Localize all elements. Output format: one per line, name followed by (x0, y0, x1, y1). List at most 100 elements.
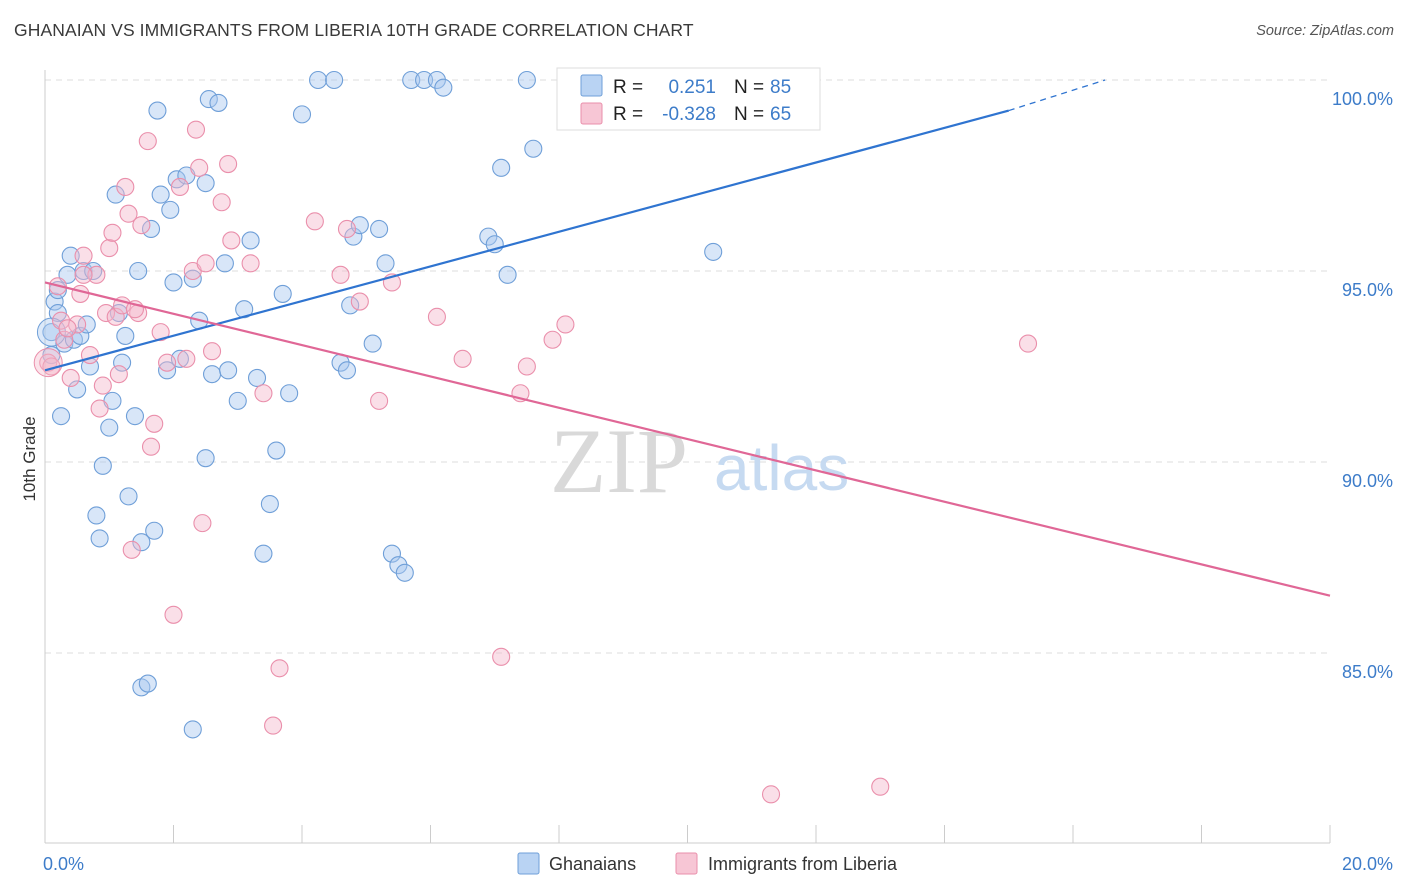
data-point-liberia (87, 265, 106, 284)
data-point-liberia (203, 342, 222, 361)
data-point-ghanaians (145, 521, 164, 540)
data-point-liberia (331, 265, 350, 284)
gridlines (45, 79, 1330, 654)
y-axis-label: 10th Grade (20, 416, 39, 501)
data-point-liberia (186, 120, 206, 139)
data-point-ghanaians (113, 353, 132, 372)
data-point-liberia (132, 216, 151, 235)
legend-n-value-1: 85 (770, 77, 791, 98)
data-point-liberia (55, 330, 74, 349)
data-point-ghanaians (141, 219, 161, 239)
data-point-liberia (305, 212, 324, 231)
data-point-liberia (543, 330, 562, 349)
trend-line-ghanaians (44, 109, 1010, 372)
legend-swatch-ghanaians (580, 74, 603, 97)
data-point-ghanaians (132, 533, 151, 552)
data-point-ghanaians (260, 494, 279, 514)
data-point-ghanaians (93, 456, 112, 475)
data-point-liberia (517, 357, 536, 376)
data-point-liberia (254, 384, 273, 403)
watermark: ZIP atlas (550, 410, 849, 512)
data-point-ghanaians (267, 441, 286, 460)
data-point-ghanaians (395, 563, 414, 582)
data-point-ghanaians (52, 407, 71, 426)
data-point-liberia (164, 605, 183, 624)
bottom-swatch-ghanaians (517, 852, 540, 875)
data-point-ghanaians (183, 720, 202, 739)
data-point-ghanaians (209, 93, 228, 112)
data-point-ghanaians (196, 174, 215, 193)
series-legend: Ghanaians Immigrants from Liberia (517, 852, 898, 875)
data-point-liberia (761, 785, 781, 804)
data-point-ghanaians (148, 101, 167, 120)
y-tick-label: 95.0% (1342, 280, 1393, 300)
data-point-liberia (109, 365, 128, 384)
data-point-ghanaians (292, 105, 312, 124)
data-point-liberia (151, 323, 170, 342)
series-liberia (33, 70, 1038, 804)
data-point-ghanaians (68, 380, 87, 399)
data-point-liberia (116, 177, 135, 197)
data-point-ghanaians (376, 254, 395, 273)
data-point-ghanaians (61, 246, 80, 265)
data-point-liberia (96, 303, 116, 323)
data-point-liberia (427, 307, 446, 326)
data-point-liberia (556, 315, 575, 334)
data-point-liberia (122, 540, 141, 559)
data-point-liberia (264, 716, 283, 735)
data-point-ghanaians (498, 265, 517, 284)
data-point-liberia (158, 353, 177, 372)
data-point-liberia (871, 777, 890, 796)
data-point-ghanaians (704, 242, 723, 261)
data-point-ghanaians (55, 334, 74, 353)
legend-n-label-1: N = (734, 77, 764, 98)
data-point-ghanaians (434, 78, 453, 97)
data-point-liberia (100, 239, 119, 258)
y-tick-label: 90.0% (1342, 471, 1393, 491)
data-point-ghanaians (161, 200, 180, 219)
series-ghanaians (36, 70, 723, 739)
trend-lines (44, 79, 1331, 597)
data-point-ghanaians (116, 326, 135, 345)
data-point-liberia (119, 204, 138, 223)
legend-label-liberia: Immigrants from Liberia (708, 854, 898, 874)
y-tick-label: 85.0% (1342, 662, 1393, 682)
data-point-ghanaians (427, 70, 446, 90)
data-point-liberia (80, 345, 100, 365)
data-point-ghanaians (219, 361, 238, 380)
data-point-liberia (138, 132, 157, 151)
trend-line-ghanaians-extension (1008, 79, 1106, 112)
chart-title: GHANAIAN VS IMMIGRANTS FROM LIBERIA 10TH… (14, 20, 694, 40)
data-point-liberia (190, 158, 209, 177)
data-point-liberia (370, 391, 389, 410)
data-point-liberia (106, 307, 125, 326)
watermark-zip: ZIP (550, 410, 688, 512)
trend-line-liberia (44, 281, 1331, 597)
data-point-ghanaians (241, 231, 260, 250)
data-point-ghanaians (87, 506, 106, 525)
data-point-ghanaians (77, 315, 96, 334)
data-point-liberia (141, 437, 161, 456)
legend-r-value-2: -0.328 (662, 104, 716, 125)
data-point-ghanaians (415, 70, 434, 90)
y-tick-labels: 85.0% 90.0% 95.0% 100.0% (1332, 89, 1393, 682)
data-point-ghanaians (382, 544, 402, 563)
data-point-ghanaians (196, 449, 215, 468)
data-point-liberia (103, 223, 122, 242)
data-point-ghanaians (228, 391, 247, 410)
data-point-liberia (170, 177, 189, 197)
data-point-ghanaians (125, 407, 144, 426)
data-point-ghanaians (254, 544, 273, 563)
legend-swatch-liberia (580, 102, 603, 125)
data-point-ghanaians (151, 185, 170, 204)
data-point-ghanaians (363, 334, 382, 353)
data-point-ghanaians (158, 361, 177, 380)
data-point-ghanaians (325, 70, 344, 90)
x-tick-label: 20.0% (1342, 854, 1393, 874)
data-point-ghanaians (106, 185, 125, 204)
legend-n-value-2: 65 (770, 104, 791, 125)
data-point-liberia (145, 414, 164, 433)
data-point-liberia (1018, 334, 1038, 353)
data-point-liberia (337, 219, 357, 239)
